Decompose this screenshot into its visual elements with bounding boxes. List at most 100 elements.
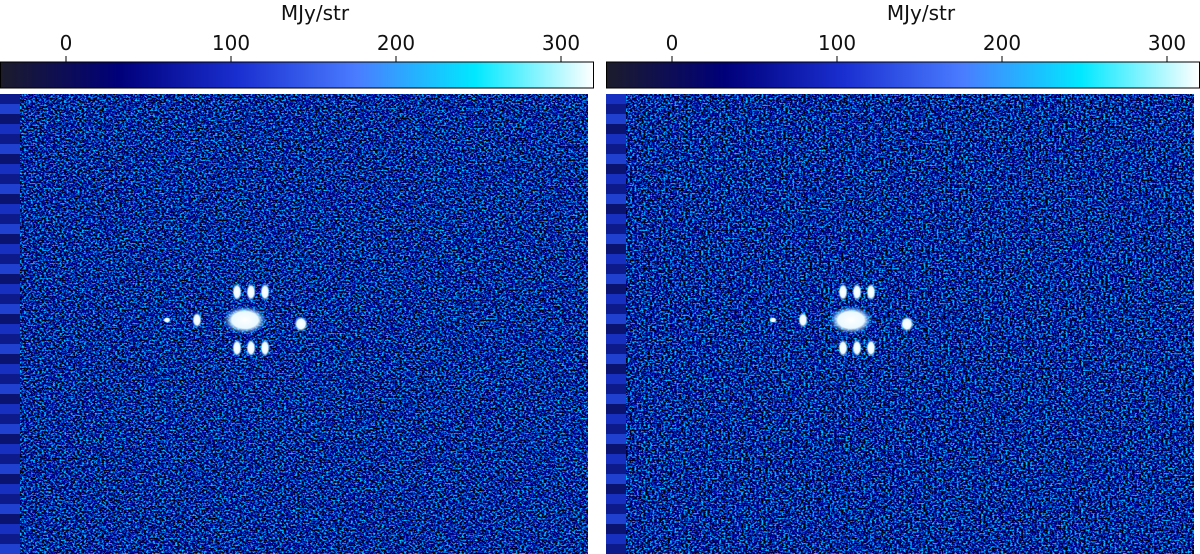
- edge-stripe: [0, 504, 20, 514]
- psf-feature: [260, 283, 270, 301]
- psf-feature: [294, 316, 308, 332]
- edge-stripe: [0, 94, 20, 104]
- tick-label: 200: [983, 31, 1021, 55]
- edge-stripe: [606, 314, 626, 324]
- edge-stripe: [0, 174, 20, 184]
- edge-stripe: [606, 254, 626, 264]
- edge-stripe: [606, 294, 626, 304]
- edge-stripe: [606, 94, 626, 104]
- tick-label: 0: [60, 31, 73, 55]
- edge-stripe: [606, 534, 626, 544]
- edge-stripe: [606, 434, 626, 444]
- edge-stripe: [606, 414, 626, 424]
- edge-stripe: [0, 234, 20, 244]
- edge-stripe: [606, 124, 626, 134]
- edge-stripe: [0, 124, 20, 134]
- edge-stripe: [606, 164, 626, 174]
- psf-feature: [246, 283, 256, 301]
- edge-stripe: [606, 264, 626, 274]
- edge-stripe: [0, 454, 20, 464]
- psf-feature: [163, 317, 171, 323]
- edge-stripe: [606, 194, 626, 204]
- psf-feature: [900, 316, 914, 332]
- edge-stripe: [606, 244, 626, 254]
- psf-feature: [829, 306, 873, 334]
- tick-label: 300: [1148, 31, 1186, 55]
- edge-stripe: [0, 194, 20, 204]
- edge-stripe: [0, 314, 20, 324]
- edge-stripe: [606, 224, 626, 234]
- tick-label: 100: [818, 31, 856, 55]
- edge-stripe: [606, 374, 626, 384]
- edge-stripe: [0, 514, 20, 524]
- edge-stripe: [0, 264, 20, 274]
- edge-stripe: [0, 464, 20, 474]
- edge-stripe: [606, 214, 626, 224]
- colorbar-label: MJy/str: [887, 1, 956, 25]
- panel: MJy/str 0 100 200 300: [0, 1, 594, 554]
- edge-stripe: [0, 434, 20, 444]
- edge-stripe: [0, 144, 20, 154]
- edge-stripe: [606, 184, 626, 194]
- edge-stripe: [606, 154, 626, 164]
- psf-feature: [223, 306, 267, 334]
- edge-stripe: [0, 244, 20, 254]
- edge-stripe: [606, 284, 626, 294]
- image-border: [1194, 94, 1200, 554]
- edge-stripe: [0, 344, 20, 354]
- edge-stripe: [606, 394, 626, 404]
- edge-stripe: [0, 524, 20, 534]
- edge-stripe: [0, 304, 20, 314]
- psf-feature: [852, 339, 862, 357]
- edge-stripe: [0, 184, 20, 194]
- edge-stripe: [606, 364, 626, 374]
- edge-stripe: [606, 504, 626, 514]
- edge-stripe: [0, 404, 20, 414]
- edge-stripe: [606, 144, 626, 154]
- tick-label: 0: [666, 31, 679, 55]
- edge-stripe: [0, 134, 20, 144]
- edge-stripe: [0, 474, 20, 484]
- psf-feature: [769, 317, 777, 323]
- edge-stripe: [0, 274, 20, 284]
- edge-stripe: [0, 374, 20, 384]
- edge-stripe: [0, 214, 20, 224]
- edge-stripe: [0, 364, 20, 374]
- edge-stripe: [606, 334, 626, 344]
- edge-stripe: [606, 524, 626, 534]
- psf-feature: [246, 339, 256, 357]
- psf-feature: [232, 339, 242, 357]
- edge-stripe: [0, 394, 20, 404]
- edge-stripe: [606, 454, 626, 464]
- edge-stripe: [606, 404, 626, 414]
- edge-stripe: [0, 114, 20, 124]
- tick-label: 100: [212, 31, 250, 55]
- psf-feature: [866, 283, 876, 301]
- edge-stripe: [606, 494, 626, 504]
- edge-stripe: [606, 204, 626, 214]
- edge-stripe: [606, 444, 626, 454]
- edge-stripe: [0, 384, 20, 394]
- colorbar-label: MJy/str: [281, 1, 350, 25]
- edge-stripe: [606, 114, 626, 124]
- edge-stripe: [606, 134, 626, 144]
- edge-stripe: [0, 164, 20, 174]
- edge-stripe: [0, 354, 20, 364]
- edge-stripe: [606, 484, 626, 494]
- psf-feature: [232, 283, 242, 301]
- edge-stripe: [0, 224, 20, 234]
- edge-stripe: [606, 344, 626, 354]
- edge-stripe: [0, 414, 20, 424]
- edge-stripe: [606, 324, 626, 334]
- edge-stripe: [606, 544, 626, 554]
- edge-stripe: [0, 544, 20, 554]
- edge-stripe: [0, 534, 20, 544]
- edge-stripe: [606, 474, 626, 484]
- psf-feature: [798, 312, 808, 328]
- edge-stripe: [606, 424, 626, 434]
- edge-stripe: [0, 154, 20, 164]
- psf-feature: [260, 339, 270, 357]
- tick-label: 300: [542, 31, 580, 55]
- edge-stripe: [606, 514, 626, 524]
